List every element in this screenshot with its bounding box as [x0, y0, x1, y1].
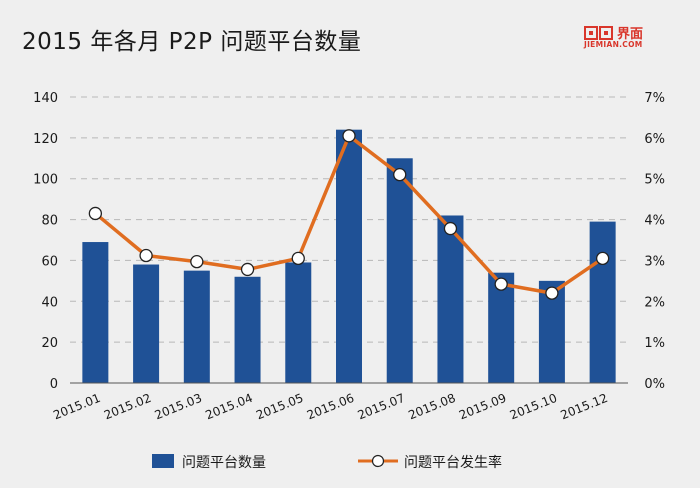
legend-bar-label: 问题平台数量: [182, 455, 266, 471]
legend: 问题平台数量 问题平台发生率: [0, 448, 700, 474]
line-point: [342, 129, 356, 143]
right-tick-label: 5%: [644, 173, 665, 188]
line-point: [595, 251, 610, 266]
line-point: [443, 221, 458, 236]
x-tick-label: 2015.02: [102, 391, 153, 423]
brand-name: 界面: [617, 27, 644, 42]
x-tick-label: 2015.12: [559, 391, 610, 423]
left-tick-label: 60: [41, 254, 58, 269]
bar: [234, 276, 261, 383]
x-tick-label: 2015.06: [305, 391, 356, 423]
bar: [82, 242, 109, 383]
x-tick-label: 2015.10: [508, 391, 559, 423]
bar: [386, 158, 413, 383]
x-tick-label: 2015.04: [203, 391, 254, 423]
line-point: [88, 206, 103, 221]
bar: [133, 264, 160, 383]
left-tick-label: 0: [50, 377, 58, 392]
legend-line-swatch: [358, 454, 398, 468]
bar: [183, 270, 210, 383]
right-tick-label: 0%: [644, 377, 665, 392]
x-tick-label: 2015.08: [406, 391, 457, 423]
line-point: [494, 277, 508, 291]
right-tick-label: 1%: [644, 336, 665, 351]
legend-item-line: 问题平台发生率: [358, 448, 558, 474]
left-axis-ticks: 0 20 40 60 80 100 120 140: [33, 91, 58, 392]
combo-chart: 0 20 40 60 80 100 120 140 0% 1% 2% 3% 4% 5% 6% 7% 2015…: [33, 91, 665, 423]
bar: [336, 129, 362, 383]
x-axis-labels: 2015.01 2015.02 2015.03 2015.04 2015.05 2015.…: [51, 391, 610, 423]
bar: [589, 221, 616, 383]
left-tick-label: 20: [41, 336, 58, 351]
left-tick-label: 120: [33, 132, 58, 147]
brand-logo: 界面 JIEMIAN.COM: [584, 25, 676, 51]
legend-line-label: 问题平台发生率: [404, 455, 502, 471]
right-tick-label: 2%: [644, 295, 665, 310]
line-point: [545, 286, 559, 300]
x-tick-label: 2015.03: [153, 391, 204, 423]
right-tick-label: 3%: [644, 254, 665, 269]
x-tick-label: 2015.01: [51, 391, 102, 423]
x-tick-label: 2015.05: [254, 391, 305, 423]
right-tick-label: 6%: [644, 132, 665, 147]
line-series: [88, 129, 610, 300]
right-axis-ticks: 0% 1% 2% 3% 4% 5% 6% 7%: [644, 91, 665, 392]
line-point: [139, 248, 153, 263]
legend-bar-swatch: [152, 454, 174, 468]
left-tick-label: 80: [41, 214, 58, 229]
right-tick-label: 7%: [644, 91, 665, 106]
brand-mark-icon: [584, 26, 613, 40]
line-point: [190, 255, 204, 269]
left-tick-label: 40: [41, 295, 58, 310]
bar: [488, 272, 515, 383]
line-point: [240, 262, 255, 277]
line-point: [393, 167, 407, 182]
chart-title: 2015 年各月 P2P 问题平台数量: [22, 29, 362, 55]
bar-series: [82, 129, 616, 383]
right-tick-label: 4%: [644, 214, 665, 229]
bar: [285, 262, 312, 383]
bar: [437, 215, 464, 383]
left-tick-label: 100: [33, 173, 58, 188]
legend-item-bar: 问题平台数量: [152, 448, 312, 474]
brand-url: JIEMIAN.COM: [584, 40, 643, 49]
left-tick-label: 140: [33, 91, 58, 106]
line-point: [291, 251, 305, 266]
x-tick-label: 2015.07: [356, 391, 407, 423]
x-tick-label: 2015.09: [457, 391, 508, 423]
